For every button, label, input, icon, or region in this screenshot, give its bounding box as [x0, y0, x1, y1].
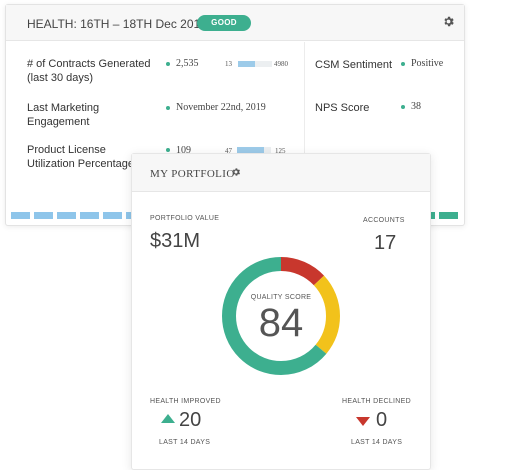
metric-value-nps: 38: [411, 101, 421, 112]
health-declined-count: 0: [376, 409, 388, 431]
history-segment: [57, 212, 76, 219]
health-improved-count: 20: [179, 409, 202, 431]
portfolio-value-label: PORTFOLIO VALUE: [150, 215, 220, 222]
range-min: 47: [225, 147, 232, 155]
status-dot: [401, 62, 405, 66]
range-bar-fill: [238, 61, 256, 67]
history-segment: [11, 212, 30, 219]
gear-icon[interactable]: [441, 15, 455, 29]
accounts-label: ACCOUNTS: [363, 217, 405, 224]
status-dot: [166, 148, 170, 152]
gear-icon[interactable]: [231, 167, 241, 180]
arrow-up-icon: [161, 414, 175, 423]
history-segment: [80, 212, 99, 219]
metric-label-contracts: # of Contracts Generated (last 30 days): [27, 58, 151, 84]
metric-value-csm: Positive: [411, 58, 444, 69]
health-title: HEALTH: 16TH – 18TH Dec 2019: [27, 17, 207, 31]
health-declined-period: LAST 14 DAYS: [351, 439, 403, 446]
range-max: 4980: [274, 60, 288, 68]
accounts-count: 17: [374, 232, 397, 254]
metric-label-license: Product License Utilization Percentage: [27, 144, 135, 170]
quality-score-label: QUALITY SCORE: [250, 294, 312, 301]
status-dot: [166, 62, 170, 66]
metric-label-nps: NPS Score: [315, 102, 370, 114]
range-bar-fill: [237, 147, 264, 153]
health-card: HEALTH: 16TH – 18TH Dec 2019 GOOD # of C…: [5, 4, 465, 226]
quality-score-value: 84: [258, 301, 304, 345]
metric-label-marketing: Last Marketing Engagement: [27, 102, 100, 128]
portfolio-card: MY PORTFOLIO PORTFOLIO VALUE $31M ACCOUN…: [131, 153, 431, 470]
range-bar: [238, 61, 272, 67]
history-segment: [103, 212, 122, 219]
portfolio-value: $31M: [150, 230, 201, 252]
portfolio-header: MY PORTFOLIO: [132, 154, 430, 192]
health-header: HEALTH: 16TH – 18TH Dec 2019 GOOD: [6, 5, 464, 41]
range-max: 125: [275, 147, 286, 155]
column-divider: [304, 42, 305, 210]
metric-label-csm: CSM Sentiment: [315, 59, 393, 71]
health-improved-label: HEALTH IMPROVED: [150, 398, 221, 405]
status-dot: [166, 106, 170, 110]
metric-value-contracts: 2,535: [176, 58, 199, 69]
portfolio-title: MY PORTFOLIO: [150, 168, 235, 180]
health-improved-period: LAST 14 DAYS: [159, 439, 211, 446]
donut-segment-yellow: [222, 257, 340, 375]
arrow-down-icon: [356, 417, 370, 426]
status-dot: [401, 105, 405, 109]
history-segment: [439, 212, 458, 219]
quality-score-donut: [222, 257, 340, 375]
metric-value-marketing: November 22nd, 2019: [176, 102, 266, 113]
history-segment: [34, 212, 53, 219]
status-badge: GOOD: [197, 15, 251, 31]
metric-value-license: 109: [176, 145, 191, 156]
range-min: 13: [225, 60, 232, 68]
health-declined-label: HEALTH DECLINED: [342, 398, 411, 405]
range-bar: [237, 147, 271, 153]
donut-segment-green: [222, 257, 340, 375]
